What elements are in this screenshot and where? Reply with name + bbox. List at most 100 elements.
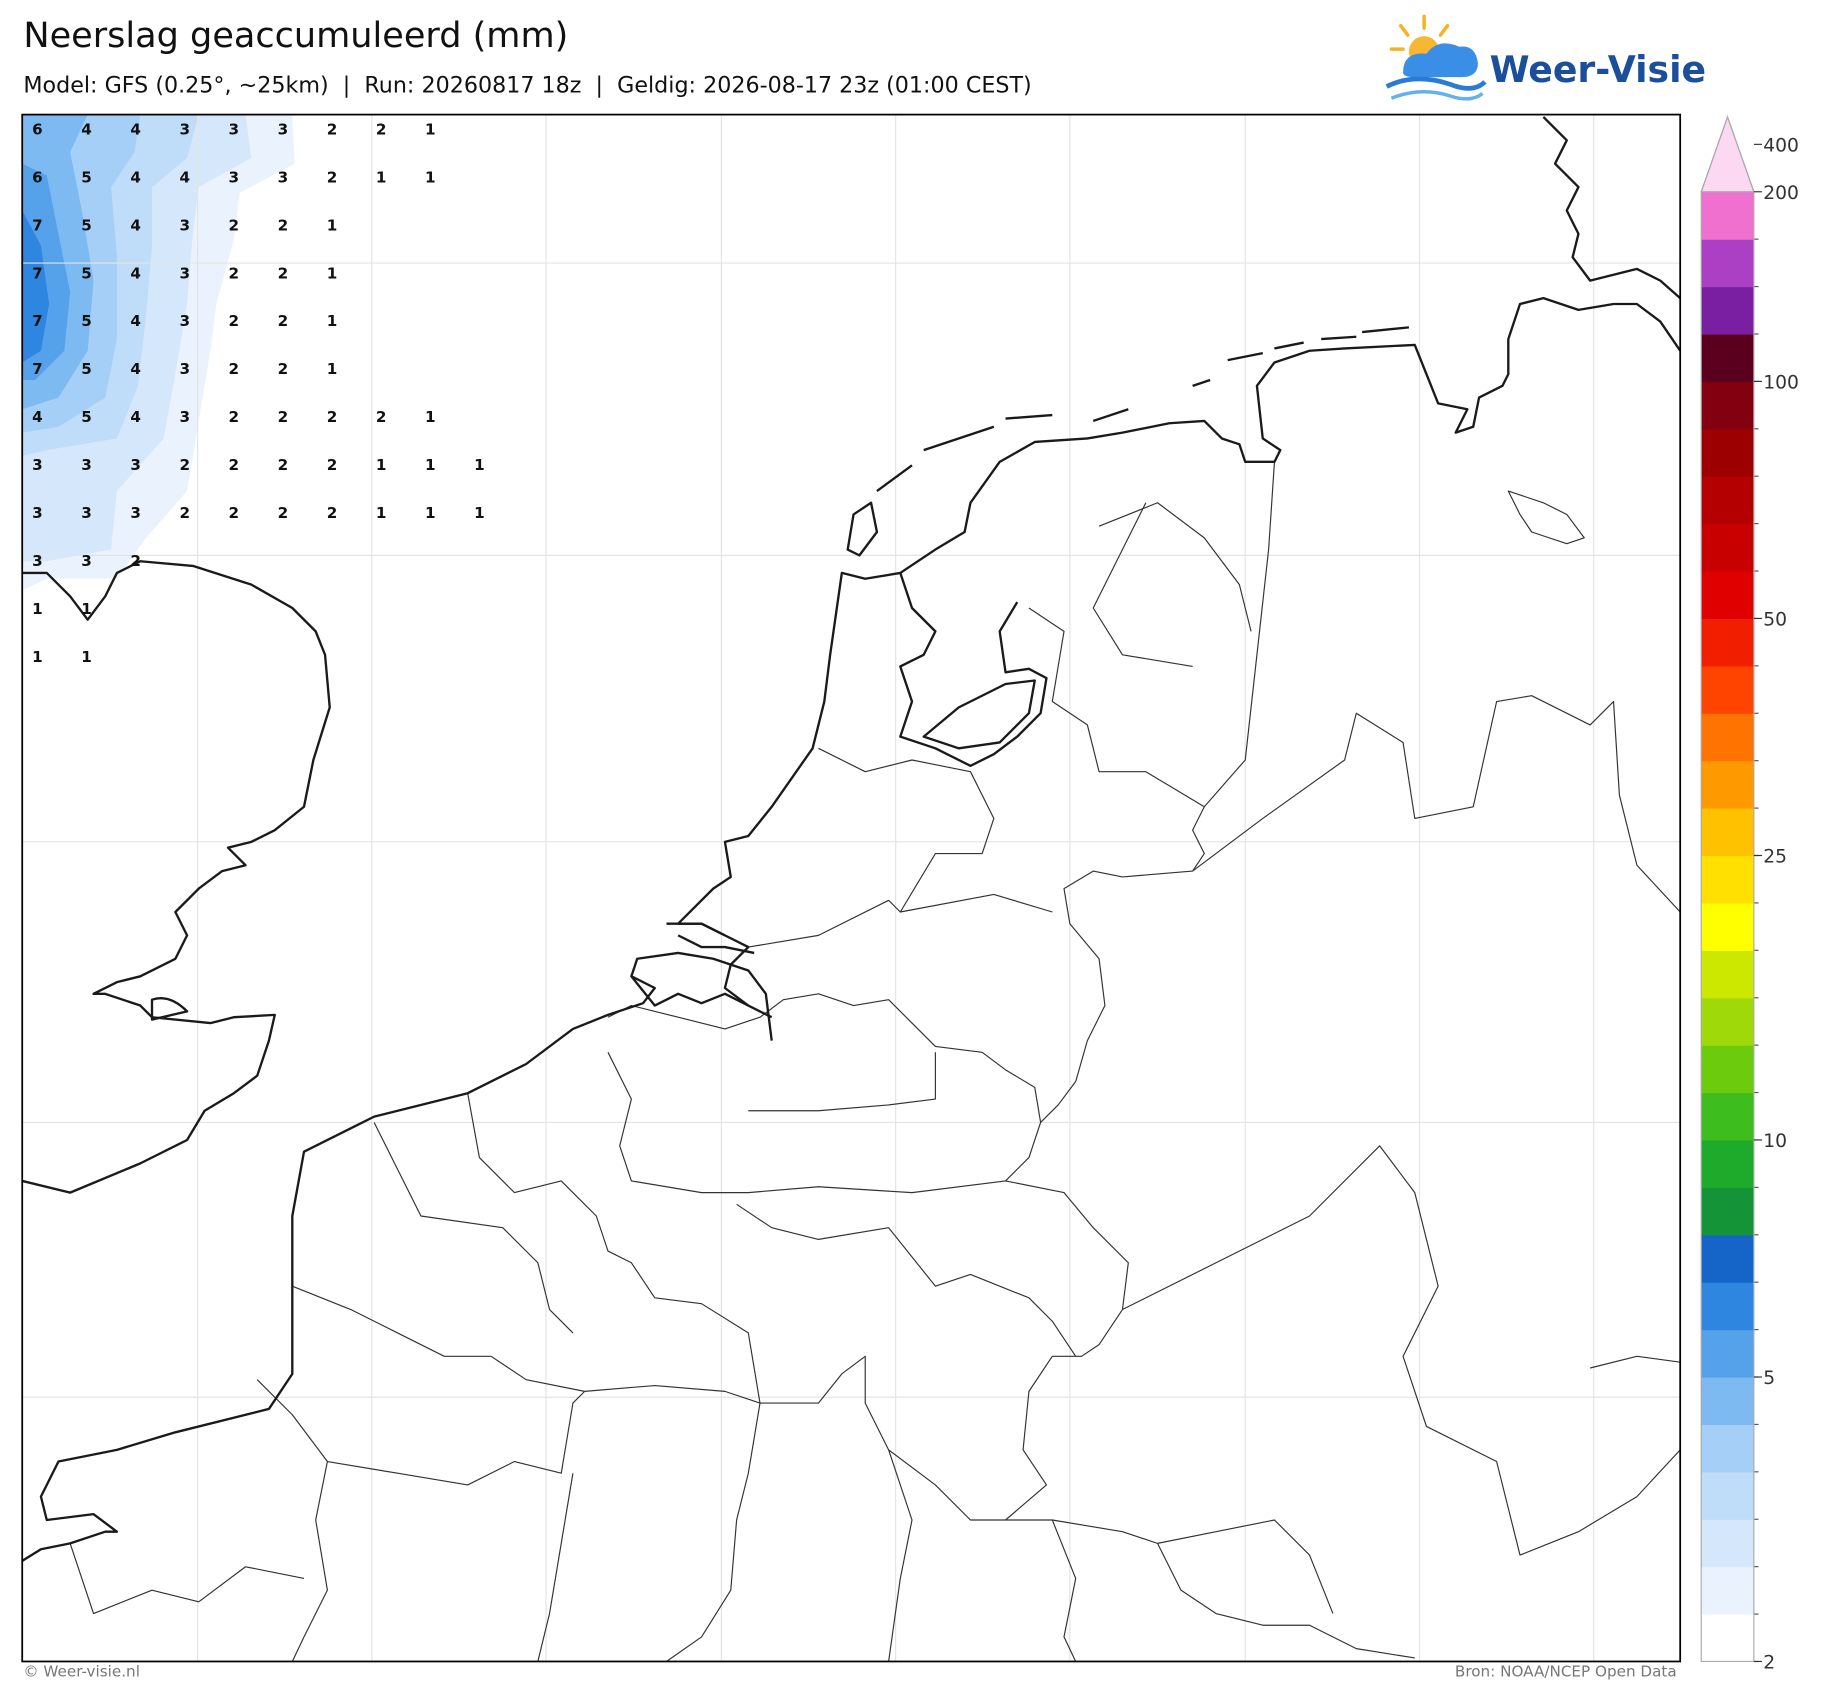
precip-label: 3: [229, 120, 240, 138]
precip-label: 2: [278, 504, 289, 522]
precip-label: 7: [32, 312, 43, 330]
precip-label: 3: [81, 504, 92, 522]
logo: Weer-Visie: [1385, 14, 1706, 101]
precip-label: 3: [179, 312, 190, 330]
footer-right: Bron: NOAA/NCEP Open Data: [1455, 1663, 1677, 1681]
colorbar-swatch: [1701, 1045, 1754, 1094]
precip-labels: 6 4 4 3 3 3 2 2 1 6 5 4 4 3 3 2 1 1 7 5 4 3 2 2 1 7 5 4 3 2 2 1 7 5 4 3 2 2 1 7…: [32, 120, 485, 665]
precip-label: 2: [229, 216, 240, 234]
precip-label: 1: [327, 312, 338, 330]
colorbar-arrow: [1700, 115, 1755, 193]
colorbar-swatch: [1701, 713, 1754, 762]
colorbar-tick-label: 100: [1763, 372, 1799, 393]
colorbar-tick-label: 400: [1763, 135, 1799, 156]
precip-label: 7: [32, 216, 43, 234]
precip-label: 1: [81, 648, 92, 666]
precip-label: 3: [179, 264, 190, 282]
colorbar-tick-label: 10: [1763, 1131, 1787, 1152]
colorbar-swatch: [1701, 476, 1754, 525]
precip-label: 3: [130, 456, 141, 474]
colorbar-swatch: [1701, 1234, 1754, 1283]
precip-label: 1: [425, 120, 436, 138]
colorbar-swatch: [1701, 997, 1754, 1046]
precip-label: 1: [425, 456, 436, 474]
precip-label: 3: [179, 408, 190, 426]
precip-label: 1: [425, 168, 436, 186]
footer-left: © Weer-visie.nl: [23, 1663, 140, 1681]
precip-label: 3: [130, 504, 141, 522]
map-area: 6 4 4 3 3 3 2 2 1 6 5 4 4 3 3 2 1 1 7 5 4 3 2 2 1 7 5 4 3 2 2 1 7 5 4 3 2 2 1 7…: [22, 114, 1681, 1662]
precip-label: 1: [376, 456, 387, 474]
colorbar-swatch: [1701, 1329, 1754, 1378]
precip-label: 3: [278, 168, 289, 186]
precip-label: 3: [278, 120, 289, 138]
logo-text: Weer-Visie: [1490, 48, 1706, 91]
precip-label: 2: [229, 360, 240, 378]
colorbar-swatch: [1701, 855, 1754, 904]
colorbar-swatch: [1701, 286, 1754, 335]
precip-label: 2: [229, 264, 240, 282]
precip-label: 2: [278, 216, 289, 234]
precip-label: 1: [425, 408, 436, 426]
precip-label: 2: [278, 360, 289, 378]
precip-label: 2: [278, 312, 289, 330]
precip-label: 2: [130, 552, 141, 570]
precip-label: 2: [327, 456, 338, 474]
map-frame: [21, 113, 1682, 1663]
colorbar-swatch: [1701, 902, 1754, 951]
precip-label: 7: [32, 360, 43, 378]
precip-label: 1: [474, 456, 485, 474]
precip-label: 2: [229, 408, 240, 426]
precip-label: 1: [327, 360, 338, 378]
precip-label: 2: [327, 168, 338, 186]
colorbar-tick-label: 200: [1763, 183, 1799, 204]
colorbar-swatch: [1701, 239, 1754, 288]
precip-label: 3: [81, 456, 92, 474]
precip-label: 2: [229, 312, 240, 330]
precip-label: 4: [130, 120, 141, 138]
colorbar-swatch: [1701, 1424, 1754, 1473]
precip-label: 5: [81, 216, 92, 234]
colorbar-swatch: [1701, 1519, 1754, 1568]
precip-label: 1: [327, 216, 338, 234]
colorbar-tick-label: 25: [1763, 847, 1787, 868]
colorbar-swatch: [1701, 1139, 1754, 1188]
colorbar-swatch: [1701, 808, 1754, 857]
precip-label: 2: [327, 504, 338, 522]
precip-label: 3: [32, 504, 43, 522]
precip-label: 5: [81, 264, 92, 282]
colorbar-swatch: [1701, 571, 1754, 620]
precip-label: 1: [425, 504, 436, 522]
colorbar-swatch: [1701, 428, 1754, 477]
precip-label: 5: [81, 408, 92, 426]
precip-label: 4: [179, 168, 190, 186]
colorbar-swatch: [1701, 333, 1754, 382]
colorbar-swatch: [1701, 950, 1754, 999]
precip-label: 2: [179, 456, 190, 474]
precip-label: 3: [179, 120, 190, 138]
colorbar-swatch: [1701, 1566, 1754, 1615]
colorbar-tick-label: 50: [1763, 609, 1787, 630]
colorbar-swatch: [1701, 665, 1754, 714]
colorbar-tick-label: 2: [1763, 1652, 1775, 1673]
precip-label: 2: [229, 504, 240, 522]
colorbar-swatch: [1701, 618, 1754, 667]
precip-label: 4: [32, 408, 43, 426]
precip-label: 2: [327, 408, 338, 426]
precip-label: 7: [32, 264, 43, 282]
colorbar-swatch: [1701, 523, 1754, 572]
colorbar-outline: [1700, 115, 1755, 1663]
precip-label: 5: [81, 360, 92, 378]
precip-label: 4: [81, 120, 92, 138]
precip-label: 2: [229, 456, 240, 474]
colorbar-swatch: [1701, 1377, 1754, 1426]
precip-label: 3: [32, 456, 43, 474]
colorbar-tick-label: 5: [1763, 1368, 1775, 1389]
precip-label: 1: [32, 600, 43, 618]
colorbar-swatch: [1701, 381, 1754, 430]
precip-label: 5: [81, 312, 92, 330]
subtitle: Model: GFS (0.25°, ~25km) | Run: 2026081…: [23, 72, 1031, 98]
precip-label: 4: [130, 360, 141, 378]
